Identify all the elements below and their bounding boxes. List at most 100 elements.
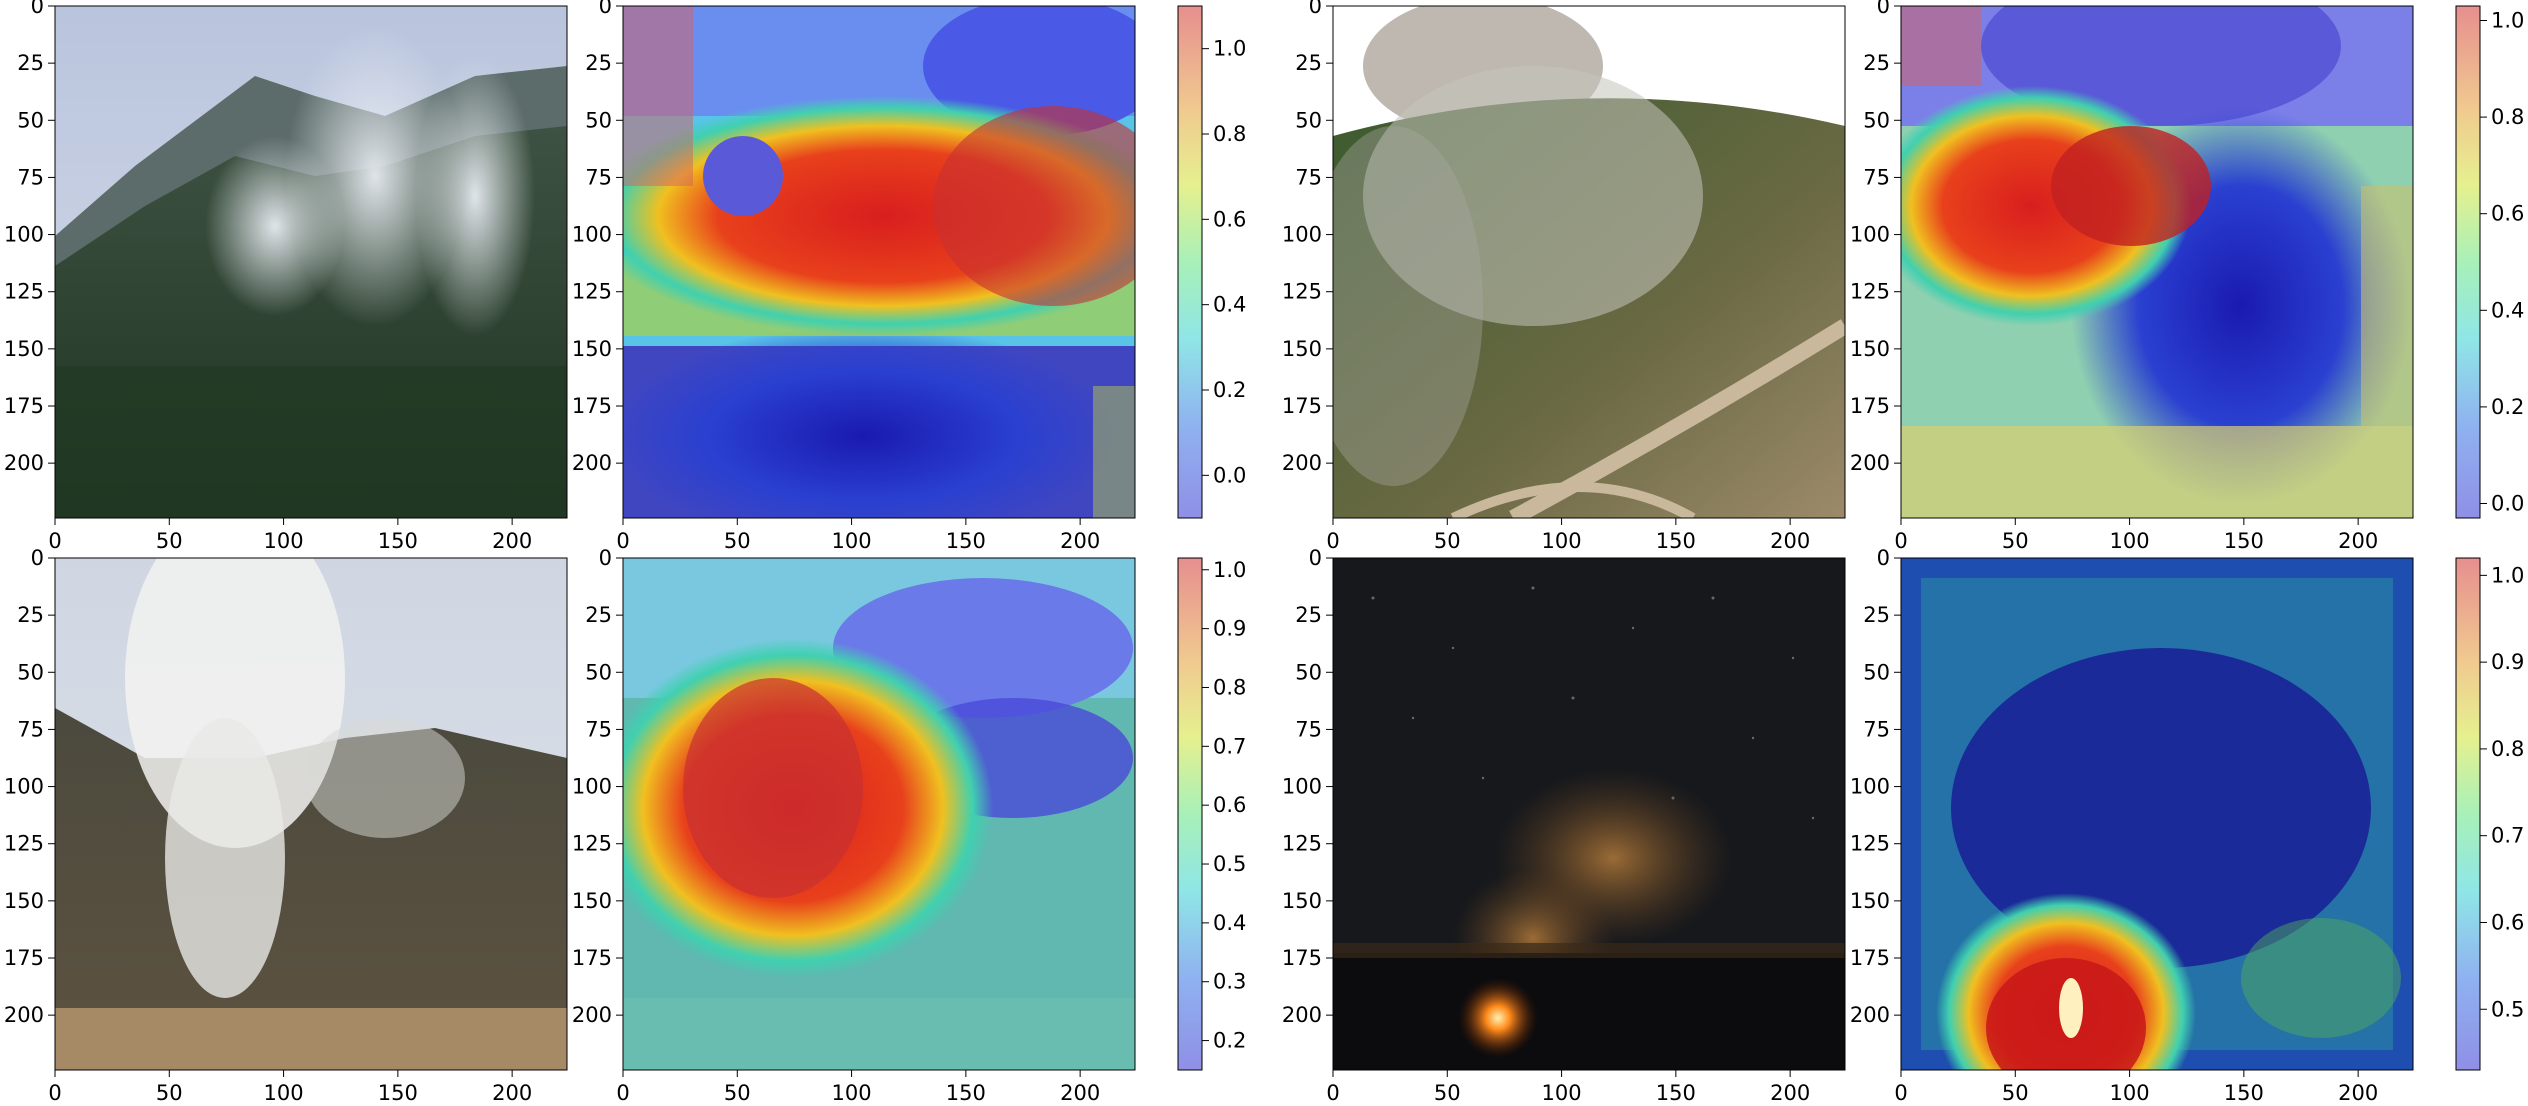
- colorbar-tick-label: 1.0: [1213, 37, 1246, 61]
- x-tick-label: 50: [156, 1081, 183, 1105]
- x-tick-label: 150: [2224, 529, 2264, 553]
- y-tick-label: 25: [17, 603, 44, 627]
- y-tick-label: 0: [599, 546, 612, 570]
- colorbar-tick-label: 0.0: [2491, 492, 2524, 516]
- y-tick-label: 125: [1850, 832, 1890, 856]
- y-tick-label: 125: [572, 280, 612, 304]
- x-tick-label: 100: [1542, 1081, 1582, 1105]
- y-tick-label: 150: [1850, 337, 1890, 361]
- y-tick-label: 50: [1295, 108, 1322, 132]
- colorbar-tick-label: 0.3: [1213, 970, 1246, 994]
- x-tick-label: 50: [724, 529, 751, 553]
- colorbar-tick-label: 1.0: [1213, 558, 1246, 582]
- colorbar-tick-label: 0.5: [1213, 852, 1246, 876]
- y-tick-label: 25: [17, 51, 44, 75]
- colorbar-tick-label: 1.0: [2491, 563, 2524, 587]
- y-tick-label: 100: [1282, 223, 1322, 247]
- x-tick-label: 100: [264, 529, 304, 553]
- x-tick-label: 50: [2002, 1081, 2029, 1105]
- colorbar-tick-label: 0.9: [1213, 617, 1246, 641]
- y-tick-label: 100: [1850, 223, 1890, 247]
- x-tick-label: 0: [616, 529, 629, 553]
- colorbar-tick-label: 0.6: [1213, 793, 1246, 817]
- y-tick-label: 75: [1863, 717, 1890, 741]
- colorbar-tick-label: 0.4: [2491, 298, 2524, 322]
- colorbar-tick-label: 1.0: [2491, 8, 2524, 32]
- row1-image-original-2: [1332, 5, 1846, 519]
- x-tick-label: 200: [492, 529, 532, 553]
- x-tick-label: 0: [1326, 1081, 1339, 1105]
- x-tick-label: 100: [2110, 1081, 2150, 1105]
- y-tick-label: 0: [31, 546, 44, 570]
- y-tick-label: 50: [17, 660, 44, 684]
- y-tick-label: 50: [1863, 108, 1890, 132]
- x-tick-label: 0: [1326, 529, 1339, 553]
- x-tick-label: 0: [48, 1081, 61, 1105]
- y-tick-label: 200: [1282, 1003, 1322, 1027]
- x-tick-label: 150: [1656, 529, 1696, 553]
- y-tick-label: 0: [1309, 0, 1322, 18]
- y-tick-label: 200: [572, 451, 612, 475]
- colorbar-tick-label: 0.8: [1213, 675, 1246, 699]
- y-tick-label: 100: [572, 775, 612, 799]
- y-tick-label: 125: [4, 832, 44, 856]
- x-tick-label: 50: [2002, 529, 2029, 553]
- y-tick-label: 200: [4, 451, 44, 475]
- y-tick-label: 175: [572, 394, 612, 418]
- colorbar-tick-label: 0.6: [2491, 910, 2524, 934]
- y-tick-label: 25: [585, 51, 612, 75]
- y-tick-label: 0: [1877, 0, 1890, 18]
- x-tick-label: 200: [2338, 1081, 2378, 1105]
- y-tick-label: 50: [585, 660, 612, 684]
- y-tick-label: 100: [1850, 775, 1890, 799]
- y-tick-label: 75: [17, 165, 44, 189]
- x-tick-label: 50: [724, 1081, 751, 1105]
- colorbar-tick-label: 0.8: [2491, 737, 2524, 761]
- y-tick-label: 0: [599, 0, 612, 18]
- x-tick-label: 0: [1894, 1081, 1907, 1105]
- colorbar-tick-label: 0.4: [1213, 293, 1246, 317]
- y-tick-label: 200: [1850, 1003, 1890, 1027]
- x-tick-label: 200: [2338, 529, 2378, 553]
- x-tick-label: 100: [832, 1081, 872, 1105]
- row1-image-heatmap-2: [1900, 5, 2414, 519]
- colorbar-tick-label: 0.2: [1213, 378, 1246, 402]
- y-tick-label: 100: [572, 223, 612, 247]
- y-tick-label: 150: [4, 889, 44, 913]
- colorbar-tick-label: 0.4: [1213, 911, 1246, 935]
- y-tick-label: 0: [1309, 546, 1322, 570]
- y-tick-label: 175: [1850, 946, 1890, 970]
- y-tick-label: 25: [1863, 51, 1890, 75]
- y-tick-label: 75: [1295, 717, 1322, 741]
- colorbar-tick-label: 0.5: [2491, 997, 2524, 1021]
- row2-image-original-2: [1332, 557, 1846, 1071]
- x-tick-label: 200: [1060, 1081, 1100, 1105]
- colorbar-tick-label: 0.7: [2491, 824, 2524, 848]
- colorbar-tick-label: 0.0: [1213, 463, 1246, 487]
- colorbar-tick-label: 0.9: [2491, 650, 2524, 674]
- y-tick-label: 175: [4, 394, 44, 418]
- y-tick-label: 75: [585, 165, 612, 189]
- x-tick-label: 0: [616, 1081, 629, 1105]
- x-tick-label: 150: [946, 529, 986, 553]
- y-tick-label: 75: [1863, 165, 1890, 189]
- row2-image-original: [54, 557, 568, 1071]
- axis-ticks: 0 50 100 150 200 0 25 50 75 100 125 150 175 200 0 50 100…: [4, 0, 2525, 1105]
- y-tick-label: 25: [1863, 603, 1890, 627]
- colorbar-tick-label: 0.2: [2491, 395, 2524, 419]
- y-tick-label: 100: [4, 223, 44, 247]
- row2-pair2-colorbar: [2455, 557, 2481, 1071]
- x-tick-label: 150: [1656, 1081, 1696, 1105]
- row2-image-heatmap: [622, 557, 1136, 1071]
- y-tick-label: 150: [1282, 337, 1322, 361]
- row2-pair1-colorbar: [1177, 557, 1203, 1071]
- x-tick-label: 100: [1542, 529, 1582, 553]
- row1-image-heatmap: [622, 5, 1136, 519]
- colorbar-tick-label: 0.8: [2491, 105, 2524, 129]
- x-tick-label: 200: [1060, 529, 1100, 553]
- y-tick-label: 50: [1863, 660, 1890, 684]
- x-tick-label: 50: [156, 529, 183, 553]
- y-tick-label: 0: [31, 0, 44, 18]
- y-tick-label: 200: [4, 1003, 44, 1027]
